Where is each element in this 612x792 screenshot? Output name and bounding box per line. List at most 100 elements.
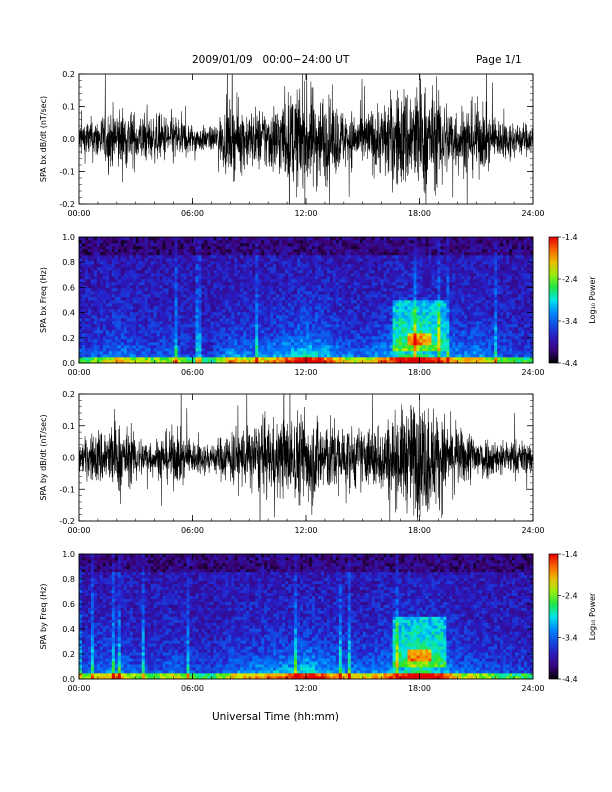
spectrogram-cell [156,300,160,304]
spectrogram-cell [306,321,310,325]
spectrogram-cell [270,312,274,316]
spectrogram-cell [383,249,387,253]
spectrogram-cell [279,288,283,292]
spectrogram-cell [395,252,399,256]
spectrogram-cell [341,306,346,310]
spectrogram-cell [285,267,289,271]
spectrogram-cell [180,255,184,259]
spectrogram-cell [341,282,346,286]
spectrogram-cell [297,318,301,322]
spectrogram-cell [386,330,390,334]
spectrogram-cell [189,291,193,295]
spectrogram-cell [407,255,411,259]
spectrogram-cell [350,258,355,262]
spectrogram-cell [210,285,214,289]
spectrogram-cell [413,267,417,271]
spectrogram-cell [225,246,229,250]
spectrogram-cell [171,351,175,355]
spectrogram-cell [398,240,402,244]
spectrogram-cell [392,273,396,277]
spectrogram-cell [213,267,217,271]
spectrogram-cell [249,336,253,340]
spectrogram-cell [398,243,402,247]
spectrogram-cell [216,261,220,265]
spectrogram-cell [144,312,148,316]
spectrogram-cell [395,330,399,334]
spectrogram-cell [392,321,396,325]
spectrogram-cell [273,312,277,316]
spectrogram-cell [177,354,181,358]
spectrogram-cell [99,294,104,298]
spectrogram-cell [246,246,250,250]
spectrogram-cell [368,300,373,304]
spectrogram-cell [338,348,343,352]
spectrogram-cell [228,249,232,253]
spectrogram-cell [404,357,408,361]
spectrogram-cell [314,279,319,283]
spectrogram-cell [291,249,295,253]
spectrogram-cell [135,351,140,355]
spectrogram-cell [267,330,271,334]
spectrogram-cell [386,327,390,331]
spectrogram-cell [329,357,334,361]
spectrogram-cell [353,240,358,244]
spectrogram-cell [174,330,178,334]
spectrogram-cell [198,354,202,358]
spectrogram-cell [365,285,370,289]
x-tick-label: 18:00 [408,209,431,218]
spectrogram-cell [79,237,83,241]
spectrogram-cell [120,348,125,352]
spectrogram-cell [320,255,325,259]
spectrogram-cell [258,333,262,337]
spectrogram-cell [156,309,160,313]
spectrogram-cell [386,306,390,310]
spectrogram-cell [186,261,190,265]
spectrogram-cell [380,273,384,277]
spectrogram-cell [204,360,208,364]
spectrogram-cell [353,321,358,325]
spectrogram-cell [147,342,151,346]
spectrogram-cell [347,294,352,298]
spectrogram-cell [150,258,154,262]
spectrogram-cell [204,261,208,265]
spectrogram-cell [144,345,148,349]
spectrogram-cell [252,327,256,331]
spectrogram-cell [294,240,298,244]
spectrogram-cell [240,342,244,346]
spectrogram-cell [237,306,241,310]
spectrogram-cell [207,300,211,304]
spectrogram-cell [195,291,199,295]
spectrogram-cell [192,309,196,313]
spectrogram-cell [93,327,98,331]
plot-frame [78,73,534,205]
spectrogram-cell [111,237,116,241]
spectrogram-cell [207,291,211,295]
spectrogram-cell [198,243,202,247]
spectrogram-cell [183,306,187,310]
spectrogram-cell [120,297,125,301]
spectrogram-cell [282,327,286,331]
spectrogram-cell [186,282,190,286]
spectrogram-cell [347,252,352,256]
spectrogram-cell [147,324,151,328]
spectrogram-cell [135,336,140,340]
spectrogram-cell [180,249,184,253]
spectrogram-cell [120,294,125,298]
spectrogram-cell [219,315,223,319]
spectrogram-cell [368,357,373,361]
spectrogram-cell [213,297,217,301]
spectrogram-cell [114,255,119,259]
spectrogram-cell [159,237,163,241]
spectrogram-cell [329,291,334,295]
spectrogram-cell [297,321,301,325]
spectrogram-cell [297,246,301,250]
spectrogram-cell [234,261,238,265]
spectrogram-cell [189,276,193,280]
spectrogram-cell [96,240,101,244]
spectrogram-cell [261,351,265,355]
spectrogram-cell [117,300,122,304]
spectrogram-cell [174,351,178,355]
spectrogram-cell [419,258,423,262]
spectrogram-cell [120,360,125,364]
spectrogram-cell [123,300,128,304]
